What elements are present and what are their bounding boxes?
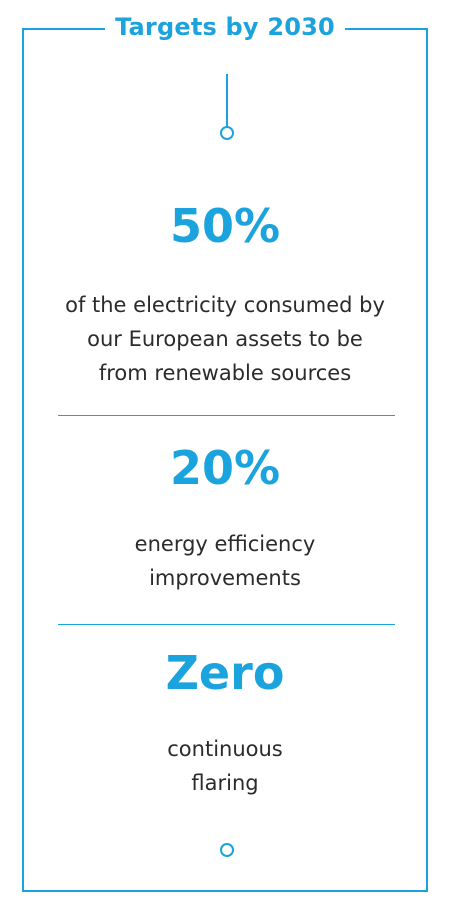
description-line: flaring — [191, 771, 259, 795]
description-line: continuous — [167, 737, 283, 761]
target-value-renewable: 50% — [169, 199, 281, 253]
description-line: improvements — [149, 566, 301, 590]
target-description-efficiency: energy efficiency improvements — [40, 527, 410, 595]
description-line: energy efficiency — [134, 532, 316, 556]
target-value-efficiency: 20% — [169, 441, 281, 495]
divider — [58, 415, 395, 416]
connector-line — [226, 74, 228, 126]
target-value-flaring: Zero — [165, 646, 285, 700]
target-description-flaring: continuous flaring — [40, 732, 410, 800]
connector-circle-icon — [220, 126, 234, 140]
description-line: from renewable sources — [98, 361, 352, 385]
divider — [58, 624, 395, 625]
description-line: of the electricity consumed by — [65, 293, 385, 317]
target-description-renewable: of the electricity consumed by our Europ… — [40, 288, 410, 390]
connector-circle-icon — [220, 843, 234, 857]
description-line: our European assets to be — [87, 327, 363, 351]
